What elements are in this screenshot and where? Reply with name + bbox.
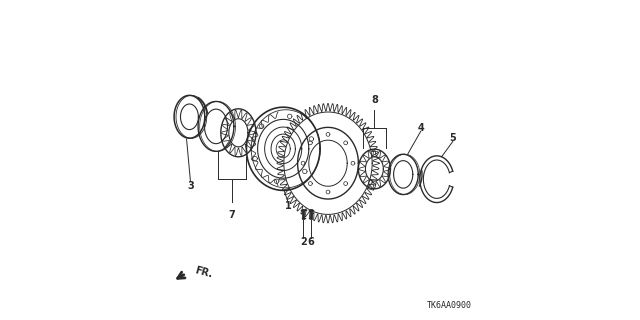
- Text: 1: 1: [285, 201, 291, 212]
- Text: 7: 7: [228, 210, 236, 220]
- Text: 6: 6: [308, 236, 314, 247]
- Text: 8: 8: [371, 95, 378, 105]
- Text: FR.: FR.: [193, 266, 213, 280]
- Text: 5: 5: [449, 132, 456, 143]
- Text: 2: 2: [300, 236, 307, 247]
- Text: 4: 4: [417, 123, 424, 133]
- Text: 3: 3: [187, 180, 194, 191]
- Text: TK6AA0900: TK6AA0900: [427, 301, 472, 310]
